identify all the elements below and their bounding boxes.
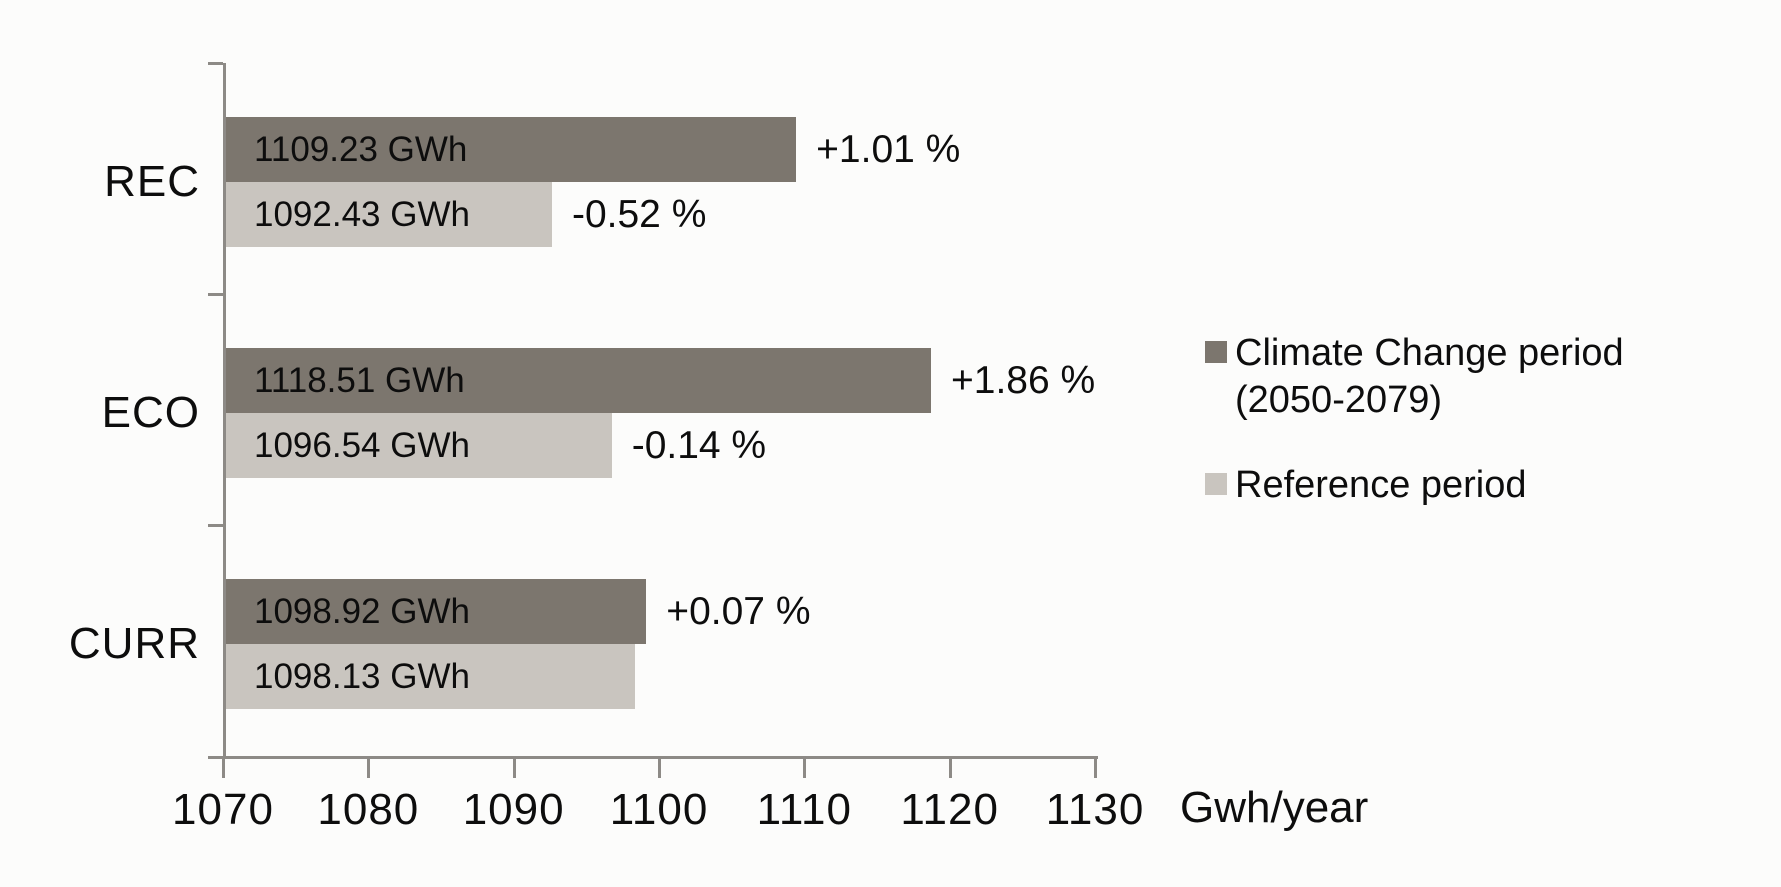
bar-percent-label: +0.07 % <box>666 590 811 633</box>
legend-item-1: Climate Change period (2050-2079) <box>1205 330 1675 424</box>
x-axis-tick-label: 1070 <box>172 785 274 834</box>
category-label-curr: CURR <box>68 619 200 668</box>
bar-value-label: 1118.51 GWh <box>254 360 465 400</box>
bar-value-label: 1098.13 GWh <box>254 656 470 696</box>
x-axis-tick <box>803 759 807 778</box>
bar-curr-series-1: 1098.92 GWh <box>226 579 647 644</box>
bar-curr-series-2: 1098.13 GWh <box>226 644 635 709</box>
bar-value-label: 1096.54 GWh <box>254 425 470 465</box>
plot-area: REC 1109.23 GWh +1.01 % 1092.43 GWh -0.52 % E… <box>69 62 1143 834</box>
legend-item-label: Climate Change period (2050-2079) <box>1235 332 1624 421</box>
x-axis-unit-label: Gwh/year <box>1180 783 1369 832</box>
x-axis-tick <box>948 759 952 778</box>
x-axis-tick <box>512 759 516 778</box>
x-axis-tick-label: 1120 <box>900 785 999 834</box>
bar-percent-label: +1.01 % <box>816 128 961 171</box>
legend-item-2: Reference period <box>1205 462 1675 509</box>
legend-swatch-icon <box>1205 473 1227 495</box>
bar-value-label: 1098.92 GWh <box>254 591 470 631</box>
x-axis-tick-label: 1110 <box>756 785 852 834</box>
legend-item-label: Reference period <box>1235 464 1527 506</box>
x-axis-line <box>208 756 1098 759</box>
x-axis-tick-label: 1100 <box>609 785 709 834</box>
legend: Climate Change period (2050-2079) Referen… <box>1205 330 1675 509</box>
bar-percent-label: -0.52 % <box>571 193 707 236</box>
bar-eco-series-1: 1118.51 GWh <box>226 348 931 413</box>
y-axis-line <box>223 63 226 759</box>
bar-eco-series-2: 1096.54 GWh <box>226 413 612 478</box>
bar-rec-series-2: 1092.43 GWh <box>226 182 552 247</box>
x-axis-tick-label: 1130 <box>1045 785 1145 834</box>
bar-percent-label: +1.86 % <box>951 359 1096 402</box>
x-axis-tick-label: 1080 <box>317 785 420 834</box>
category-label-eco: ECO <box>101 388 200 437</box>
x-axis-tick <box>1094 759 1097 778</box>
bar-value-label: 1092.43 GWh <box>254 194 470 234</box>
y-axis-tick <box>208 524 223 527</box>
x-axis-tick <box>222 759 225 778</box>
bar-rec-series-1: 1109.23 GWh <box>226 117 797 182</box>
legend-swatch-icon <box>1205 341 1227 363</box>
y-axis-tick <box>208 293 223 296</box>
bar-value-label: 1109.23 GWh <box>254 129 468 169</box>
category-label-rec: REC <box>104 157 200 206</box>
y-axis-tick <box>208 62 223 65</box>
x-axis-tick-label: 1090 <box>462 785 565 834</box>
bar-percent-label: -0.14 % <box>631 424 767 467</box>
x-axis-tick <box>658 759 661 778</box>
x-axis-tick <box>367 759 371 778</box>
